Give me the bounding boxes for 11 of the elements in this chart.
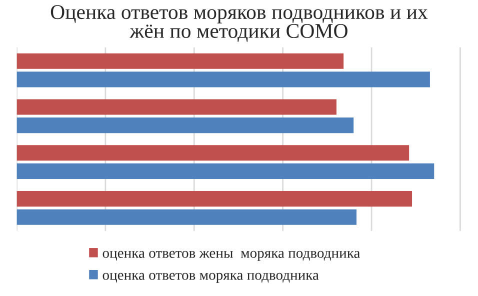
bar bbox=[16, 163, 434, 180]
legend-label: оценка ответов жены моряка подводника bbox=[102, 250, 360, 261]
bar bbox=[16, 190, 412, 207]
legend-label: оценка ответов моряка подводника bbox=[102, 272, 319, 283]
bar bbox=[16, 99, 336, 115]
bar bbox=[16, 53, 344, 69]
chart-title: Оценка ответов моряков подводников и их жён по методики СОМО bbox=[50, 5, 428, 42]
bar bbox=[16, 209, 356, 225]
bar bbox=[16, 118, 354, 134]
bar bbox=[16, 72, 430, 88]
bar bbox=[16, 145, 410, 161]
